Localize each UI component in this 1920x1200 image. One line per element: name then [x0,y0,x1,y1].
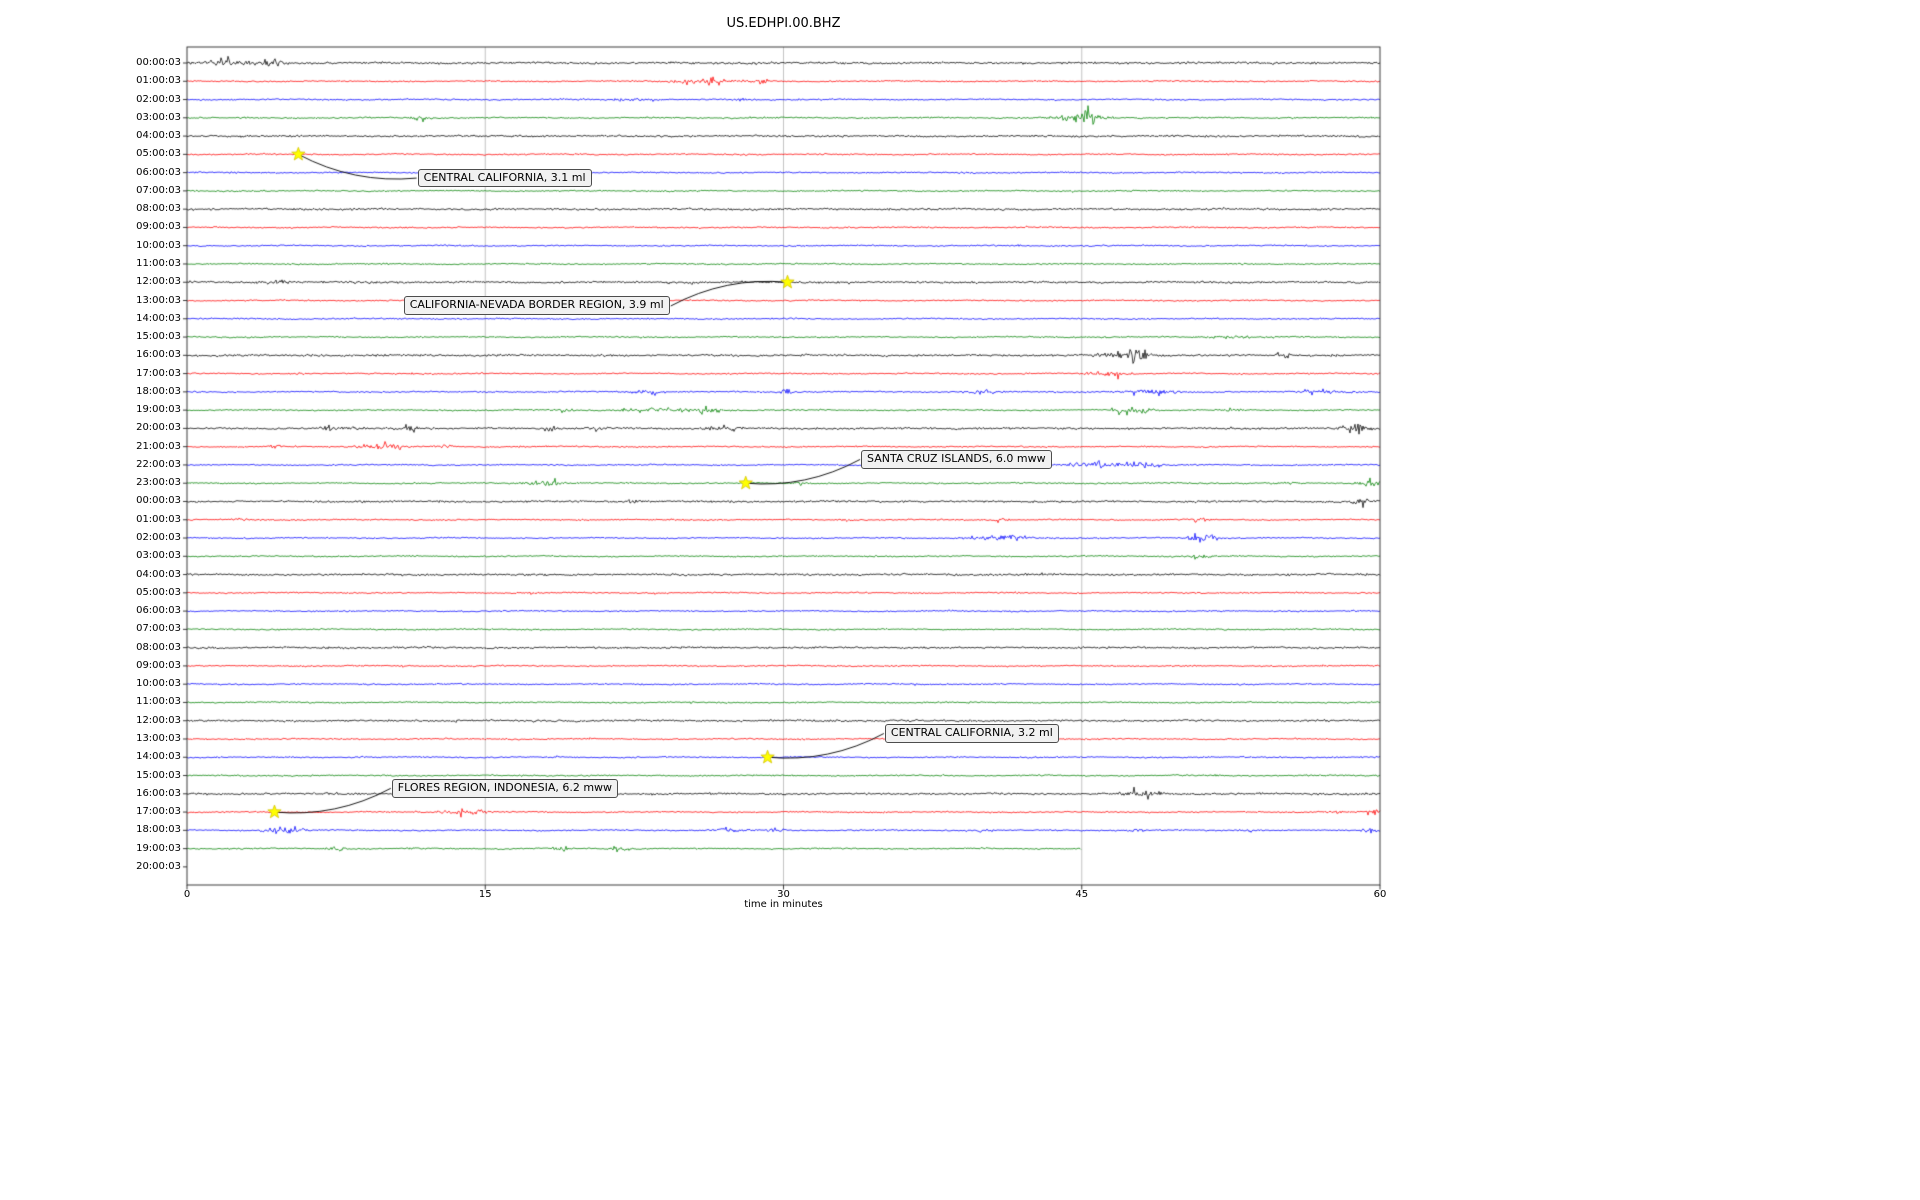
event-annotation: FLORES REGION, INDONESIA, 6.2 mww [391,778,619,798]
row-time-label: 10:00:03 [136,678,181,690]
row-time-label: 16:00:03 [136,787,181,799]
row-time-label: 22:00:03 [136,458,181,470]
row-time-label: 00:00:03 [136,495,181,507]
row-time-label: 21:00:03 [136,440,181,452]
row-time-label: 13:00:03 [136,732,181,744]
row-time-label: 03:00:03 [136,111,181,123]
row-time-label: 14:00:03 [136,312,181,324]
row-time-label: 23:00:03 [136,477,181,489]
row-time-label: 07:00:03 [136,184,181,196]
event-annotation: CENTRAL CALIFORNIA, 3.2 ml [884,724,1059,743]
x-tick-label: 60 [1373,889,1387,900]
row-time-label: 05:00:03 [136,586,181,598]
x-tick-label: 15 [478,889,492,900]
row-time-label: 19:00:03 [136,842,181,854]
row-time-label: 18:00:03 [136,385,181,397]
row-time-label: 15:00:03 [136,769,181,781]
event-annotation: SANTA CRUZ ISLANDS, 6.0 mww [861,449,1052,469]
row-time-label: 18:00:03 [136,824,181,836]
row-time-label: 02:00:03 [136,93,181,105]
event-annotation: CENTRAL CALIFORNIA, 3.1 ml [417,168,592,188]
row-time-label: 15:00:03 [136,331,181,343]
row-time-label: 01:00:03 [136,75,181,87]
row-time-label: 04:00:03 [136,568,181,580]
figure-title: US.EDHPI.00.BHZ [726,16,841,31]
row-time-label: 07:00:03 [136,623,181,635]
row-time-label: 01:00:03 [136,513,181,525]
row-time-label: 11:00:03 [136,696,181,708]
x-tick-label: 45 [1075,889,1089,900]
row-time-label: 06:00:03 [136,605,181,617]
row-time-label: 05:00:03 [136,148,181,160]
row-time-label: 12:00:03 [136,714,181,726]
x-axis-title: time in minutes [744,899,823,910]
row-time-label: 12:00:03 [136,276,181,288]
row-time-label: 09:00:03 [136,659,181,671]
row-time-label: 03:00:03 [136,550,181,562]
row-time-label: 20:00:03 [136,422,181,434]
row-time-label: 04:00:03 [136,130,181,142]
event-annotation: CALIFORNIA-NEVADA BORDER REGION, 3.9 ml [403,296,670,316]
row-time-label: 02:00:03 [136,532,181,544]
row-time-label: 08:00:03 [136,641,181,653]
row-time-label: 13:00:03 [136,294,181,306]
row-time-label: 06:00:03 [136,166,181,178]
row-time-label: 19:00:03 [136,404,181,416]
row-time-label: 16:00:03 [136,349,181,361]
row-time-label: 10:00:03 [136,239,181,251]
row-time-label: 09:00:03 [136,221,181,233]
row-time-label: 11:00:03 [136,257,181,269]
row-time-label: 17:00:03 [136,806,181,818]
row-time-label: 20:00:03 [136,860,181,872]
x-tick-label: 30 [777,889,790,900]
row-time-label: 14:00:03 [136,751,181,763]
row-time-label: 00:00:03 [136,57,181,68]
row-time-label: 08:00:03 [136,203,181,215]
row-time-label: 17:00:03 [136,367,181,379]
x-tick-label: 0 [183,889,191,900]
